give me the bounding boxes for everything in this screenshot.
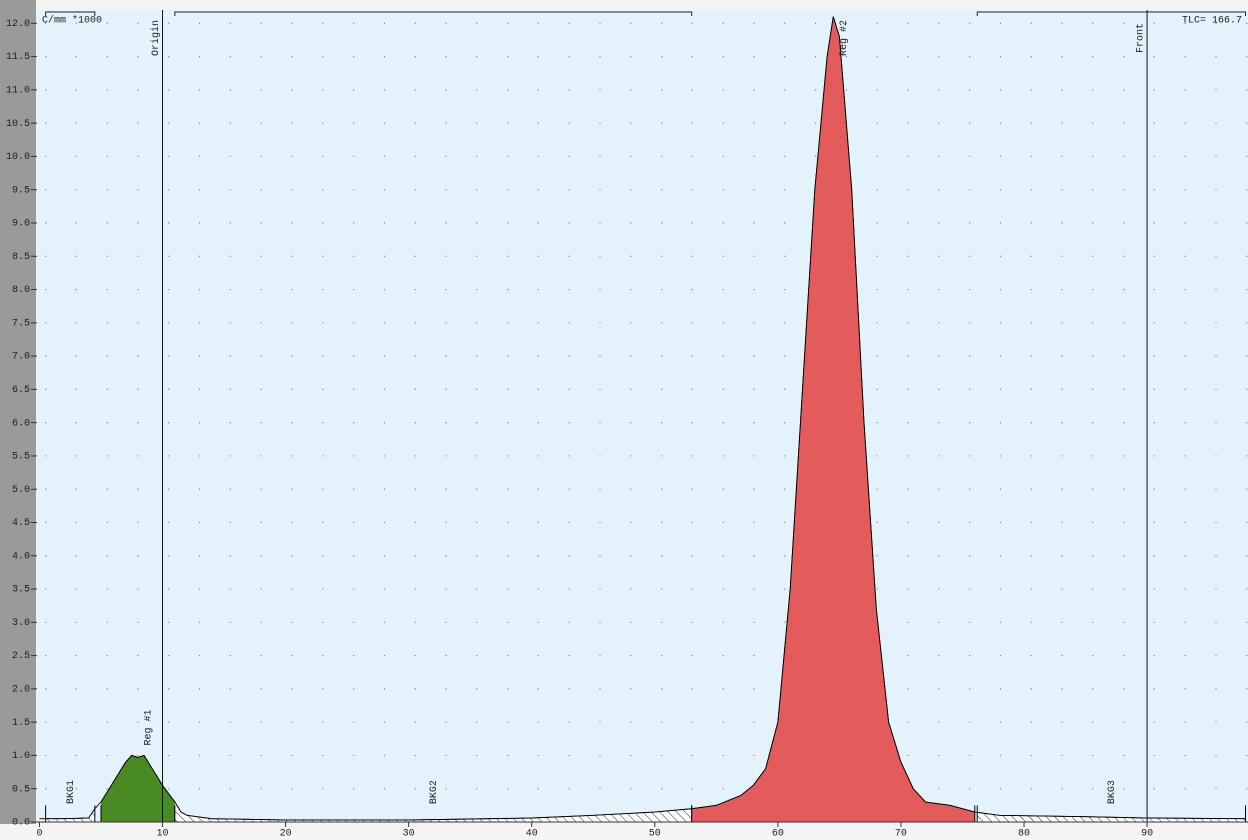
y-tick-label: 6.0: [12, 418, 30, 429]
areas: [39, 16, 1247, 822]
y-tick-label: 8.0: [12, 285, 30, 296]
y-tick-label: 10.5: [6, 119, 30, 130]
y-tick-label: 7.0: [12, 352, 30, 363]
y-tick-label: 0.0: [12, 818, 30, 829]
y-tick-label: 1.5: [12, 718, 30, 729]
plot-area: [37, 10, 1248, 822]
overlay: BKG1 Reg #1 BKG2 Reg #2 BKG3 Origin Front: [37, 10, 1248, 823]
x-tick-label: 50: [649, 829, 661, 840]
y-tick-label: 0.5: [12, 784, 30, 795]
marker-label: Origin: [150, 20, 162, 56]
region-label: BKG3: [1107, 780, 1118, 804]
x-tick-label: 70: [895, 829, 907, 840]
region-label: BKG1: [66, 780, 77, 804]
y-tick-label: 3.5: [12, 585, 30, 596]
y-tick-label: 6.5: [12, 385, 30, 396]
x-tick-label: 20: [280, 829, 292, 840]
marker-label: Front: [1136, 23, 1147, 53]
y-tick-label: 2.0: [12, 685, 30, 696]
y-tick-label: 4.5: [12, 518, 30, 529]
region-label: BKG2: [429, 780, 440, 804]
y-axis-strip: [0, 0, 36, 824]
tlc-annotation: TLC= 166.7: [1182, 16, 1242, 27]
region-bracket: [45, 11, 96, 16]
x-tick-label: 90: [1141, 829, 1153, 840]
x-tick-label: 0: [36, 829, 42, 840]
region-label: Reg #1: [144, 709, 155, 745]
x-tick-label: 60: [772, 829, 784, 840]
x-tick-label: 80: [1018, 829, 1030, 840]
y-tick-label: 4.0: [12, 551, 30, 562]
x-tick-label: 40: [526, 829, 538, 840]
y-tick-label: 5.0: [12, 485, 30, 496]
region-label: Reg #2: [839, 20, 850, 56]
x-tick-label: 30: [403, 829, 415, 840]
region-bracket: [976, 11, 1247, 16]
y-tick-label: 2.5: [12, 651, 30, 662]
y-tick-label: 7.5: [12, 318, 30, 329]
x-tick-label: 10: [157, 829, 169, 840]
y-tick-label: 10.0: [6, 152, 30, 163]
y-tick-label: 5.5: [12, 452, 30, 463]
y-tick-label: 9.5: [12, 185, 30, 196]
y-axis-unit: C/mm *1000: [42, 15, 102, 27]
region-bracket: [174, 11, 693, 16]
y-tick-label: 11.5: [6, 52, 30, 63]
y-tick-label: 3.0: [12, 618, 30, 629]
y-tick-label: 1.0: [12, 751, 30, 762]
y-tick-label: 12.0: [6, 19, 30, 30]
curve: [39, 16, 1246, 821]
region-area: [977, 811, 1246, 822]
y-tick-label: 9.0: [12, 219, 30, 230]
y-tick-label: 8.5: [12, 252, 30, 263]
y-tick-label: 11.0: [6, 86, 30, 97]
